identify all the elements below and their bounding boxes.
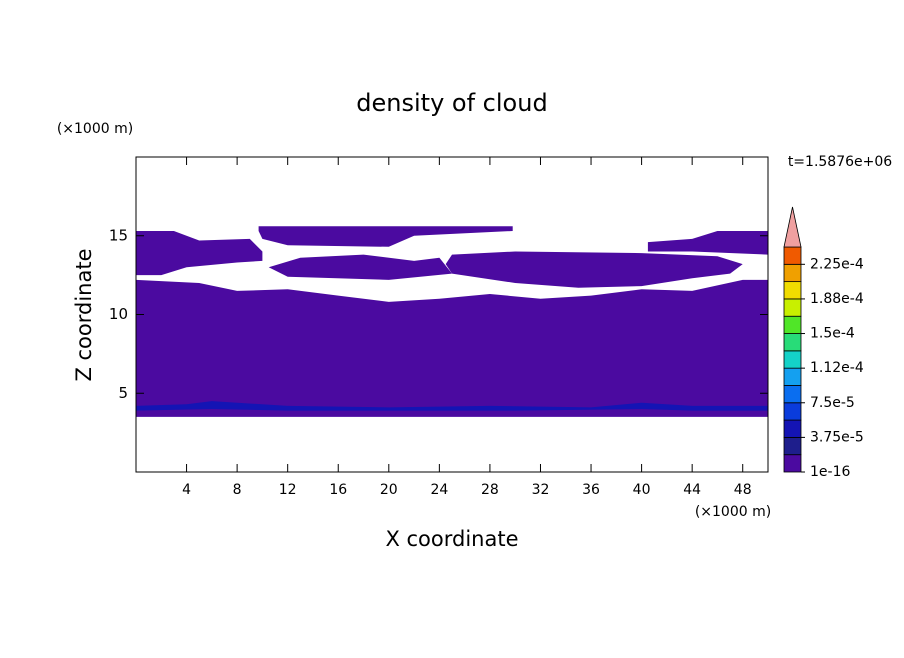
- colorbar-box: [783, 333, 802, 352]
- colorbar-label: 7.5e-5: [810, 395, 855, 411]
- colorbar-box: [783, 367, 802, 386]
- colorbar-label: 1.12e-4: [810, 360, 864, 376]
- colorbar-box: [783, 454, 802, 473]
- y-tick-label: 5: [118, 384, 128, 402]
- cloud-region: [136, 401, 768, 411]
- x-tick-label: 40: [633, 482, 651, 498]
- cloud-region: [445, 251, 743, 288]
- cloud-region: [258, 226, 513, 247]
- colorbar-box: [783, 385, 802, 404]
- time-annotation: t=1.5876e+06: [788, 154, 892, 170]
- colorbar-box: [783, 350, 802, 369]
- x-tick-label: 24: [430, 482, 448, 498]
- x-unit: (×1000 m): [695, 504, 771, 520]
- x-tick-label: 28: [481, 482, 499, 498]
- colorbar-box: [783, 246, 802, 265]
- x-tick-label: 44: [683, 482, 701, 498]
- x-tick-label: 4: [182, 482, 191, 498]
- x-tick-label: 16: [329, 482, 347, 498]
- colorbar-box: [783, 281, 802, 300]
- x-tick-label: 8: [233, 482, 242, 498]
- cloud-region: [647, 231, 768, 255]
- colorbar-box: [783, 263, 802, 283]
- y-tick-label: 10: [109, 305, 128, 323]
- colorbar-label: 1.5e-4: [810, 326, 855, 342]
- colorbar-box: [783, 436, 802, 456]
- colorbar-label: 1.88e-4: [810, 291, 864, 307]
- colorbar-box: [783, 419, 802, 438]
- x-tick-label: 32: [532, 482, 550, 498]
- cloud-region: [268, 254, 452, 280]
- x-axis-label: X coordinate: [385, 527, 518, 551]
- colorbar-box: [783, 298, 802, 317]
- x-tick-label: 48: [734, 482, 752, 498]
- colorbar-extend: [783, 206, 802, 248]
- x-tick-label: 36: [582, 482, 600, 498]
- colorbar-label: 2.25e-4: [810, 256, 864, 272]
- colorbar-label: 1e-16: [810, 464, 850, 480]
- y-tick-label: 15: [109, 226, 128, 244]
- colorbar-label: 3.75e-5: [810, 429, 864, 445]
- y-axis-label: Z coordinate: [72, 248, 96, 381]
- y-unit: (×1000 m): [57, 121, 133, 137]
- cloud-region: [136, 231, 263, 276]
- x-tick-label: 12: [279, 482, 297, 498]
- cloud-region: [136, 279, 768, 417]
- colorbar-box: [783, 402, 802, 421]
- x-tick-label: 20: [380, 482, 398, 498]
- chart-title: density of cloud: [356, 89, 547, 117]
- colorbar-box: [783, 315, 802, 334]
